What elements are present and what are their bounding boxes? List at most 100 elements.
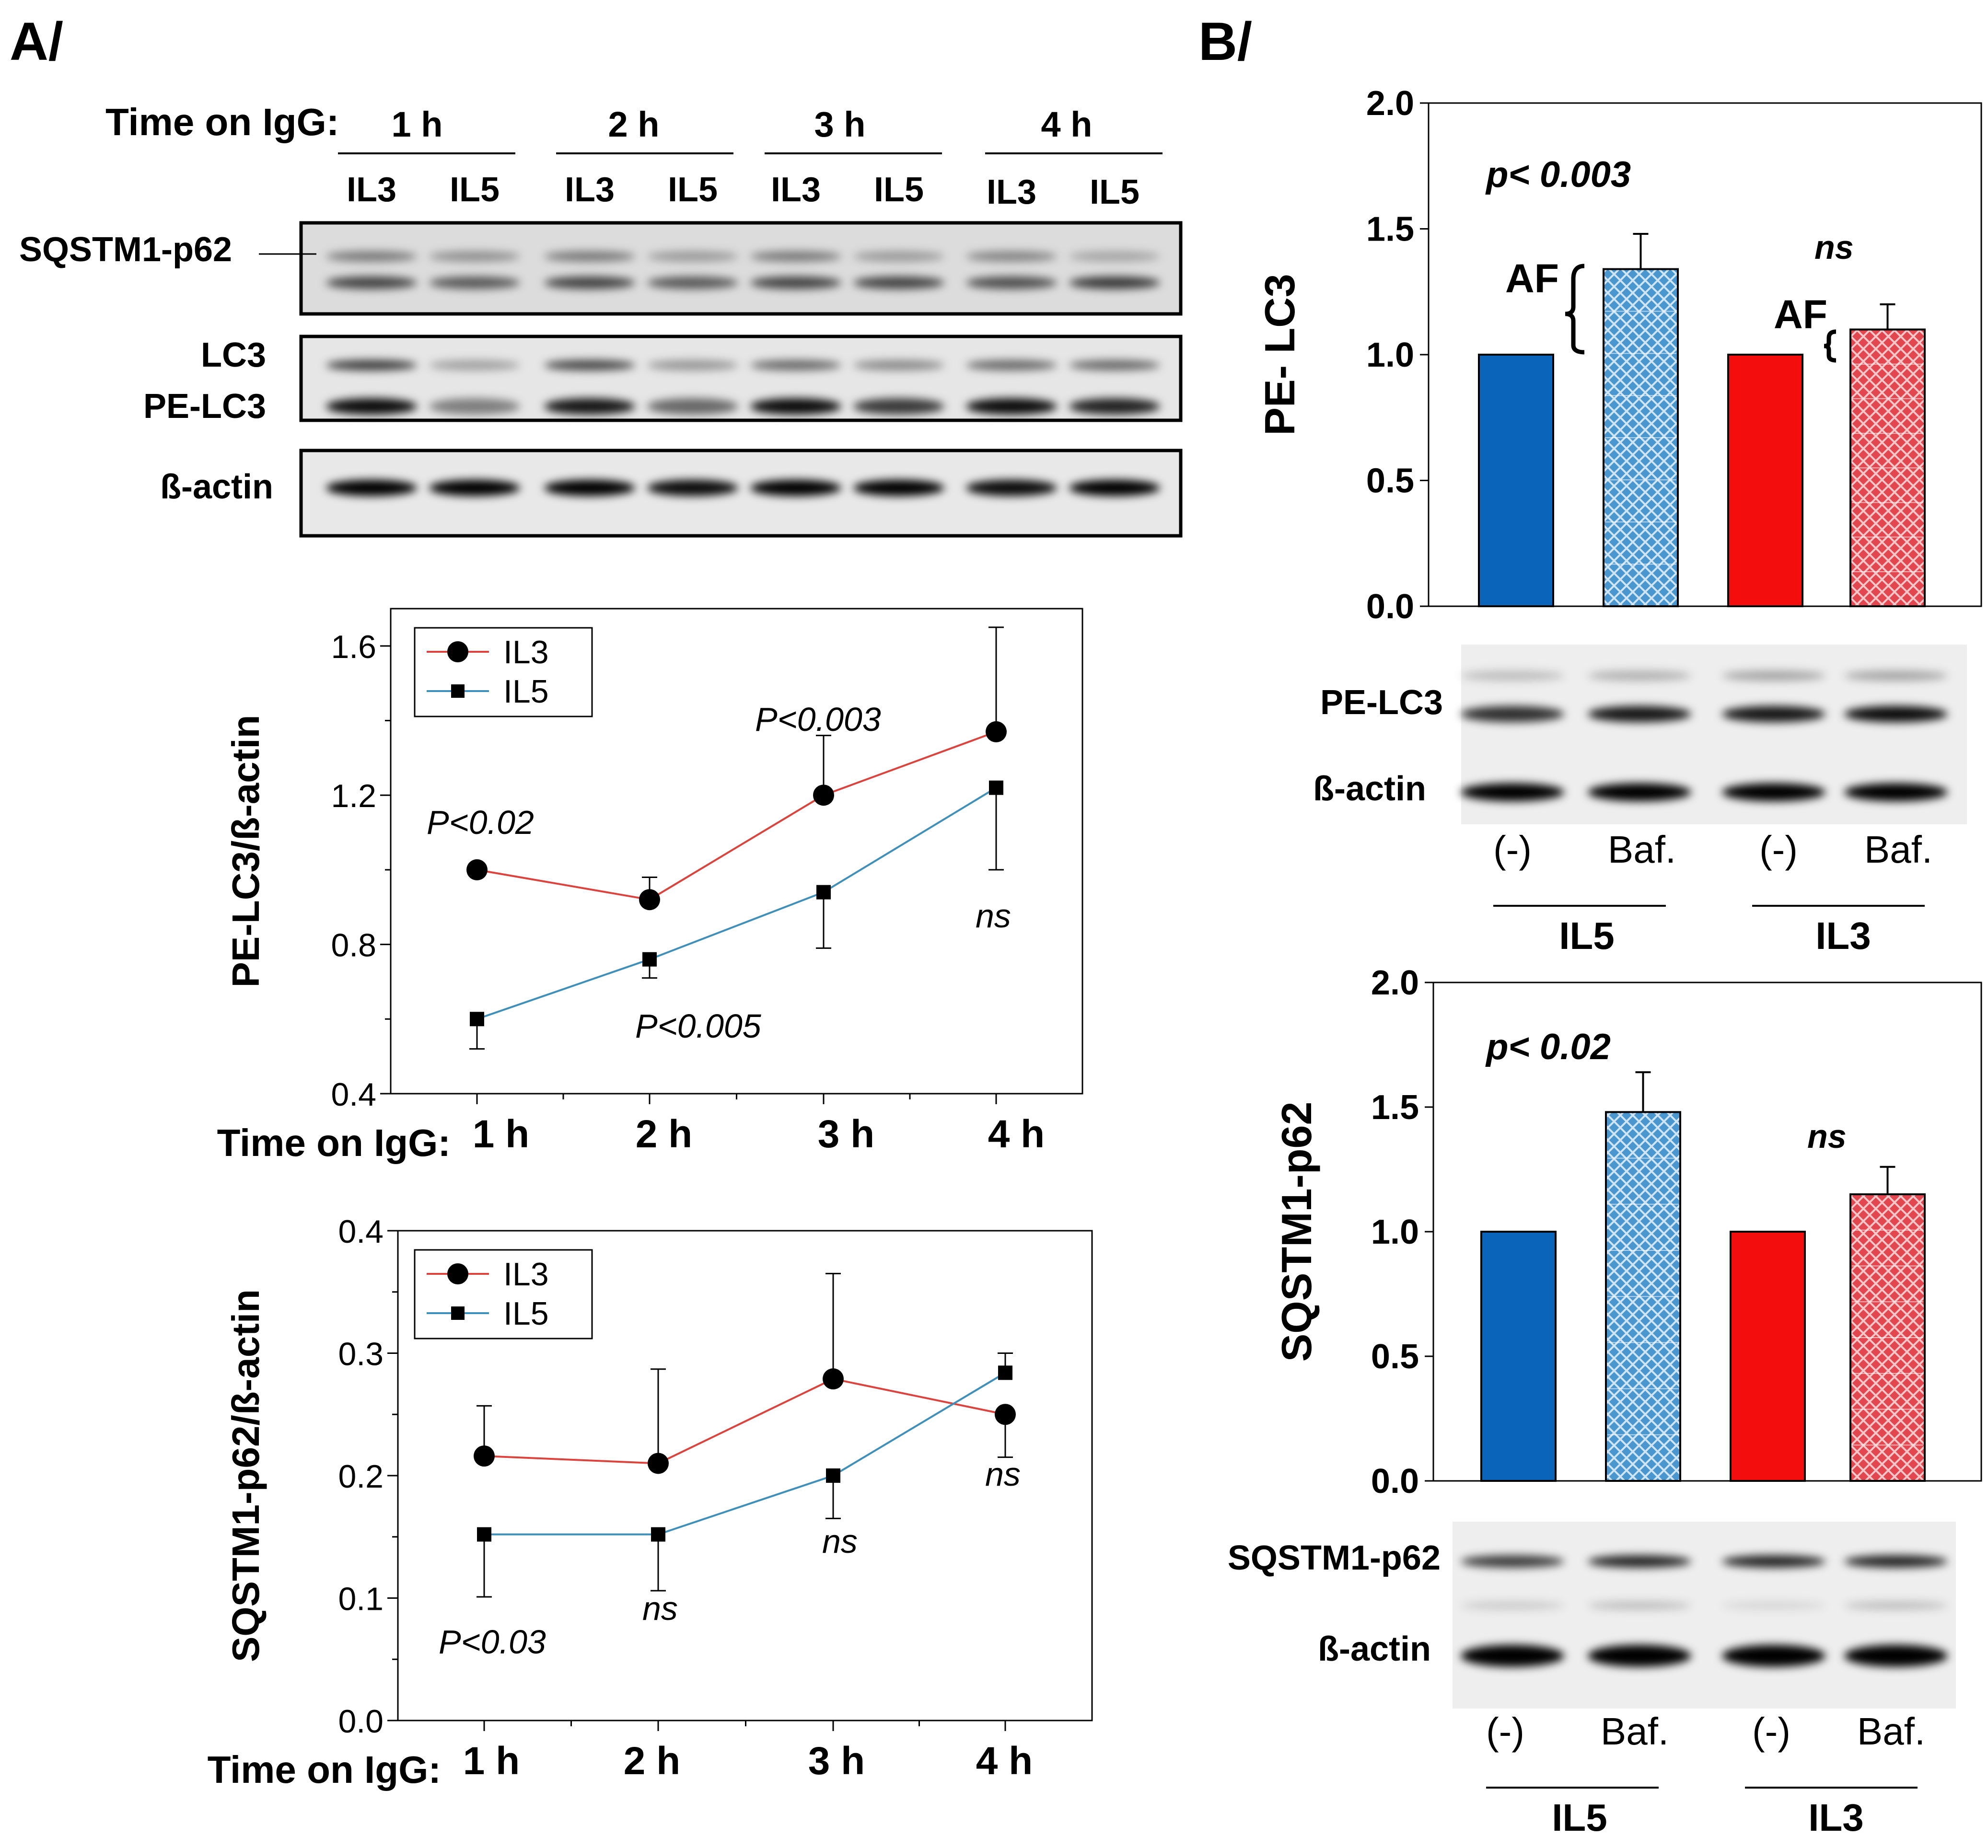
y-tick-label: 1.5 — [1366, 210, 1414, 249]
blot-time-1h: 1 h — [392, 104, 443, 144]
bar-0 — [1478, 354, 1554, 607]
blot-band — [326, 398, 417, 415]
blot-band — [966, 360, 1057, 370]
blot-band — [853, 251, 944, 262]
bar-0 — [1480, 1231, 1557, 1482]
blot-band — [750, 480, 841, 496]
x-tick-label: 2 h — [624, 1739, 680, 1783]
y-axis-title: SQSTM1-p62 — [1273, 1102, 1320, 1362]
blot-band — [1722, 1555, 1825, 1568]
point-IL3 — [823, 1368, 844, 1390]
chart-pe-lc3-time: 0.4 0.8 1.2 1.6 1 h 2 h 3 h 4 h Time on IgG: PE-L… — [217, 608, 1083, 1164]
significance-label: AF — [1774, 292, 1827, 337]
blot-band — [1461, 1601, 1564, 1610]
legend-marker — [447, 641, 468, 662]
point-IL5 — [470, 1012, 484, 1027]
y-tick-label: 2.0 — [1371, 964, 1419, 1002]
blot-band — [1069, 251, 1160, 262]
blot-b-top-lanes: (-) Baf. (-) Baf. — [1493, 828, 1932, 871]
chart-sqstm1-baf: 0.0 0.5 1.0 1.5 2.0 SQSTM1-p62 p< 0.02 ns — [1273, 964, 1982, 1501]
significance-label: ns — [642, 1590, 678, 1627]
significance-label: p< 0.003 — [1485, 154, 1631, 195]
y-axis-title: PE- LC3 — [1256, 274, 1303, 435]
bar-2 — [1727, 354, 1803, 607]
x-axis-title: Time on IgG: — [217, 1121, 451, 1164]
group-label-il3-2: IL3 — [1808, 1796, 1864, 1839]
blot-time-4h: 4 h — [1041, 104, 1093, 144]
panel-b-label: B/ — [1198, 12, 1252, 71]
blot-band — [326, 480, 417, 496]
blot-band — [544, 251, 635, 262]
blot-band — [1844, 706, 1948, 722]
x-tick-label: 1 h — [463, 1739, 520, 1783]
point-IL5 — [989, 780, 1003, 795]
af-bracket — [1824, 329, 1837, 363]
lane-label: IL3 — [347, 171, 396, 209]
blot-band — [1844, 1601, 1948, 1610]
blot-band — [647, 480, 738, 496]
blot-b-label-actin-2: ß-actin — [1318, 1630, 1431, 1668]
blot-label-lc3: LC3 — [201, 336, 266, 374]
series-line-IL5 — [484, 1372, 1006, 1536]
lane-label: (-) — [1493, 828, 1532, 871]
significance-label: ns — [985, 1455, 1021, 1493]
blot-band — [1069, 480, 1160, 496]
legend-marker — [451, 1306, 465, 1320]
lane-label: IL5 — [1090, 173, 1139, 211]
blot-band — [853, 360, 944, 370]
chart-pe-lc3-baf: 0.0 0.5 1.0 1.5 2.0 PE- LC3 p< 0.003 ns AF AF — [1256, 84, 1982, 626]
significance-label: AF — [1505, 256, 1559, 301]
lane-label: Baf. — [1864, 828, 1932, 871]
lane-label: Baf. — [1608, 828, 1676, 871]
blot-a-actin — [299, 449, 1183, 538]
blot-band — [750, 398, 841, 415]
point-IL3 — [986, 721, 1007, 742]
blot-b-bottom — [1453, 1522, 1956, 1709]
point-IL5 — [651, 1527, 665, 1542]
blot-band — [966, 398, 1057, 415]
y-axis-title: SQSTM1-p62/ß-actin — [224, 1289, 267, 1662]
point-IL5 — [816, 885, 831, 900]
point-IL3 — [995, 1404, 1016, 1425]
blot-band — [1461, 706, 1564, 722]
legend-label: IL5 — [503, 1295, 549, 1332]
blot-band — [326, 360, 417, 370]
group-label-il5-2: IL5 — [1552, 1796, 1607, 1839]
blot-band — [1069, 360, 1160, 370]
group-label-il5: IL5 — [1559, 914, 1615, 957]
lane-label: IL5 — [668, 171, 718, 209]
x-axis-title: Time on IgG: — [208, 1748, 441, 1791]
blot-lane-labels: IL3 IL5 IL3 IL5 IL3 IL5 IL3 IL5 — [347, 171, 1139, 211]
blot-band — [544, 360, 635, 370]
blot-time-3h: 3 h — [814, 104, 866, 144]
point-IL5 — [826, 1468, 840, 1483]
lane-label: IL3 — [987, 173, 1036, 211]
blot-band — [1844, 1555, 1948, 1568]
blot-band — [1588, 670, 1691, 681]
legend-marker — [447, 1263, 468, 1284]
point-IL5 — [998, 1365, 1012, 1380]
blot-band — [647, 251, 738, 262]
point-IL5 — [477, 1527, 491, 1542]
series-line-IL3 — [484, 1378, 1006, 1465]
y-axis-title: PE-LC3/ß-actin — [224, 715, 267, 988]
x-tick-label: 2 h — [636, 1112, 692, 1156]
blot-band — [750, 360, 841, 370]
y-tick-label: 2.0 — [1366, 84, 1414, 123]
blot-band — [1461, 1645, 1564, 1667]
blot-band — [1844, 783, 1948, 801]
y-tick-label: 1.0 — [1366, 336, 1414, 374]
blot-band — [1461, 670, 1564, 681]
blot-band — [966, 251, 1057, 262]
lane-label: IL3 — [565, 171, 615, 209]
blot-band — [1588, 1601, 1691, 1610]
blot-band — [429, 480, 520, 496]
blot-band — [853, 398, 944, 415]
lane-label: IL5 — [450, 171, 500, 209]
blot-a-sqstm1 — [299, 221, 1183, 316]
blot-band — [853, 277, 944, 289]
blot-band — [1722, 670, 1825, 681]
blot-band — [1069, 277, 1160, 289]
blot-band — [429, 251, 520, 262]
